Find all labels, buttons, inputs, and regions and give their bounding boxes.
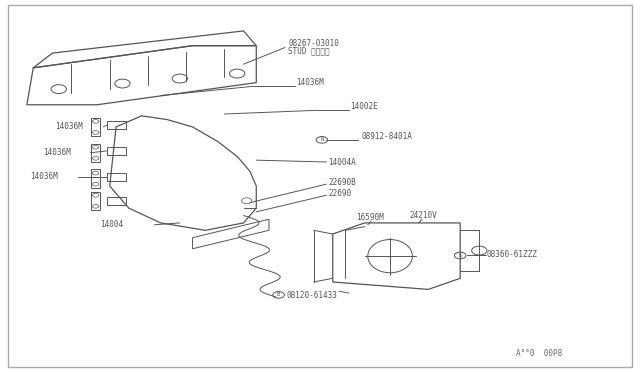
Text: 14036M: 14036M [296,78,324,87]
Text: 24210V: 24210V [409,212,437,221]
Text: 14002E: 14002E [350,102,378,111]
Text: 14004: 14004 [100,220,124,230]
Bar [106,121,125,129]
Bar [106,173,125,181]
Text: 16590M: 16590M [356,213,383,222]
Text: S: S [459,253,462,258]
Text: 14036M: 14036M [30,171,58,181]
Bar [106,197,125,205]
Text: STUD スタッド: STUD スタッド [288,47,330,56]
Text: A°°0  00P8: A°°0 00P8 [516,349,562,358]
Text: 22690: 22690 [328,189,351,198]
Text: 22690B: 22690B [328,178,356,187]
Text: 14036M: 14036M [43,148,70,157]
Text: 08912-8401A: 08912-8401A [362,132,412,141]
Text: 14004A: 14004A [328,158,356,167]
Text: B: B [277,292,280,298]
Text: 08360-61ZZZ: 08360-61ZZZ [487,250,538,259]
Text: 14036M: 14036M [56,122,83,131]
Text: N: N [320,137,324,142]
Bar [106,147,125,155]
Text: 08267-03010: 08267-03010 [288,39,339,48]
Text: 08120-61433: 08120-61433 [286,291,337,300]
